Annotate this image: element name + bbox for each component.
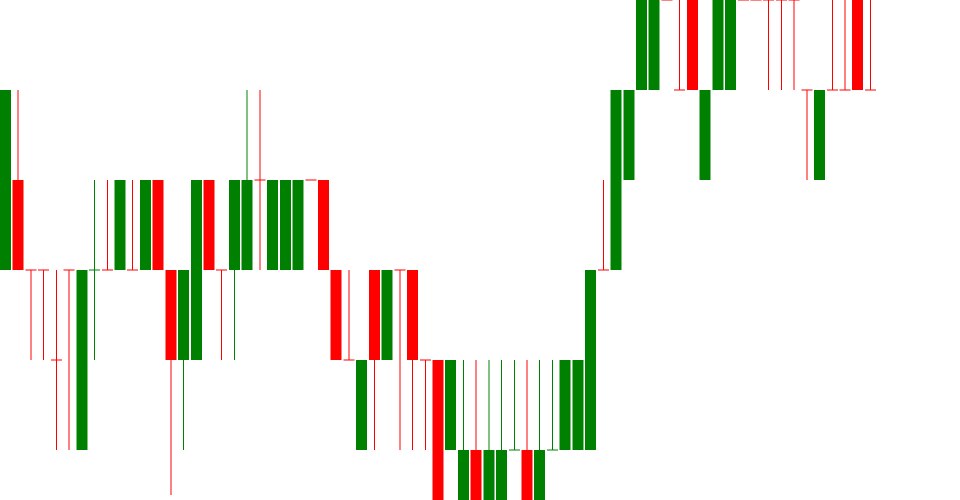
candle-body (686, 0, 698, 90)
candle-body (636, 0, 647, 90)
candle-body (521, 450, 533, 500)
candle-body (0, 90, 11, 270)
candle-body (139, 180, 151, 270)
candle-body (572, 360, 584, 450)
candle-body (12, 180, 24, 270)
candle-body (457, 450, 469, 500)
candle-body (407, 270, 419, 360)
candle-body (318, 180, 329, 270)
candle-body (585, 270, 597, 450)
candle-body (203, 180, 215, 270)
candle-body (178, 270, 190, 360)
candle-body (152, 180, 164, 270)
candle-body (496, 450, 508, 500)
candle-body (725, 0, 737, 90)
candle-body (356, 360, 368, 450)
candle-body (381, 270, 393, 360)
candle-body (114, 180, 126, 270)
candle-body (852, 0, 864, 90)
candle-body (623, 90, 635, 180)
candle-body (699, 90, 711, 180)
candle-body (648, 0, 660, 90)
candle-body (445, 360, 457, 450)
candle-body (534, 450, 546, 500)
candle-body (267, 180, 279, 270)
candle-body (368, 270, 380, 360)
candles-layer (0, 0, 876, 500)
candle-body (228, 180, 240, 270)
candle-body (814, 90, 826, 180)
candle-body (76, 270, 88, 450)
candle-body (470, 450, 482, 500)
candle-body (292, 180, 304, 270)
candle-body (279, 180, 291, 270)
candle-body (610, 90, 622, 270)
candle-body (712, 0, 724, 90)
candle-body (483, 450, 495, 500)
candle-body (432, 360, 444, 500)
candle-body (190, 180, 202, 360)
candle-body (165, 270, 177, 360)
candle-body (241, 180, 253, 270)
candle-body (559, 360, 571, 450)
candle-body (330, 270, 342, 360)
